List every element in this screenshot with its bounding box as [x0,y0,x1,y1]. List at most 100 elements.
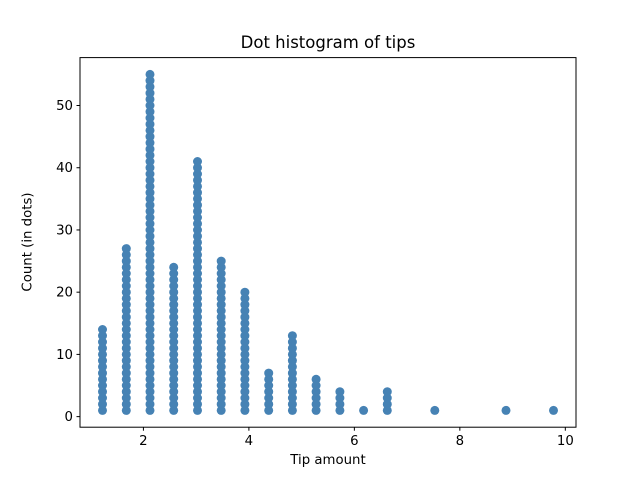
dot [121,362,131,372]
dot [264,374,274,384]
dot [145,119,155,129]
dot-column [382,387,392,415]
dot [193,194,202,204]
dot [240,306,250,316]
dot [145,188,155,198]
dot [145,107,155,117]
dot [193,250,202,260]
dot [311,374,321,384]
dot [287,381,297,390]
dot [216,387,226,397]
dot [145,399,155,409]
x-tick-label: 6 [350,434,358,449]
dot [169,387,179,397]
dot [145,113,155,123]
dot [145,181,155,191]
dot [216,393,226,403]
dot [240,387,250,397]
dot [193,231,202,241]
dot [216,337,226,347]
dot-column [311,374,321,415]
dot [145,362,155,372]
dot [145,163,155,173]
dot-column [240,287,250,415]
dot [145,293,155,303]
dot [121,275,131,285]
dot [430,405,440,415]
dot [98,399,107,409]
dot [216,343,226,353]
dot [240,312,250,322]
dot [287,349,297,359]
dot [145,387,155,397]
dot [311,381,321,390]
dot [169,275,179,285]
dot-column [121,244,131,415]
dot [193,387,202,397]
dot [240,318,250,328]
dot [193,188,202,198]
dot [287,374,297,384]
dot [98,393,107,403]
dot [216,256,226,266]
dot [169,300,179,310]
dot [549,405,558,415]
dot-column [216,256,226,415]
dot [121,256,131,266]
dot [287,399,297,409]
dot [145,356,155,366]
dot [216,331,226,341]
dot [193,331,202,341]
dot [169,381,179,390]
dot [216,368,226,378]
dot [145,88,155,98]
dot [145,69,155,79]
dot-column [145,69,155,415]
chart-title: Dot histogram of tips [240,33,416,52]
dot [98,331,107,341]
dot [193,225,202,235]
dot [145,343,155,353]
dot [216,318,226,328]
dot [145,262,155,272]
dot [169,293,179,303]
dot [193,287,202,297]
dot [264,381,274,390]
dot [240,399,250,409]
dot [287,362,297,372]
dot [121,368,131,378]
dot [311,387,321,397]
dot [145,393,155,403]
dot [335,405,345,415]
x-tick-label: 10 [557,434,574,449]
x-tick-label: 8 [456,434,464,449]
dot [169,331,179,341]
dot [193,281,202,291]
dot [121,374,131,384]
dot [169,312,179,322]
dot [240,343,250,353]
dot-column [98,325,107,415]
dot [193,219,202,229]
dot [121,293,131,303]
axes-spines [79,57,577,428]
dot [145,231,155,241]
dot [193,244,202,254]
dot [193,175,202,185]
dot [240,287,250,297]
y-tick-label: 20 [56,286,73,301]
dot [121,387,131,397]
dot [145,269,155,278]
dot [193,200,202,210]
dot [216,312,226,322]
dot [145,194,155,204]
dot [145,132,155,142]
dot [335,387,345,397]
dot [169,356,179,366]
dot [193,343,202,353]
dot [98,337,107,347]
dot [145,368,155,378]
dot [145,349,155,359]
dot [240,381,250,390]
dot [98,356,107,366]
